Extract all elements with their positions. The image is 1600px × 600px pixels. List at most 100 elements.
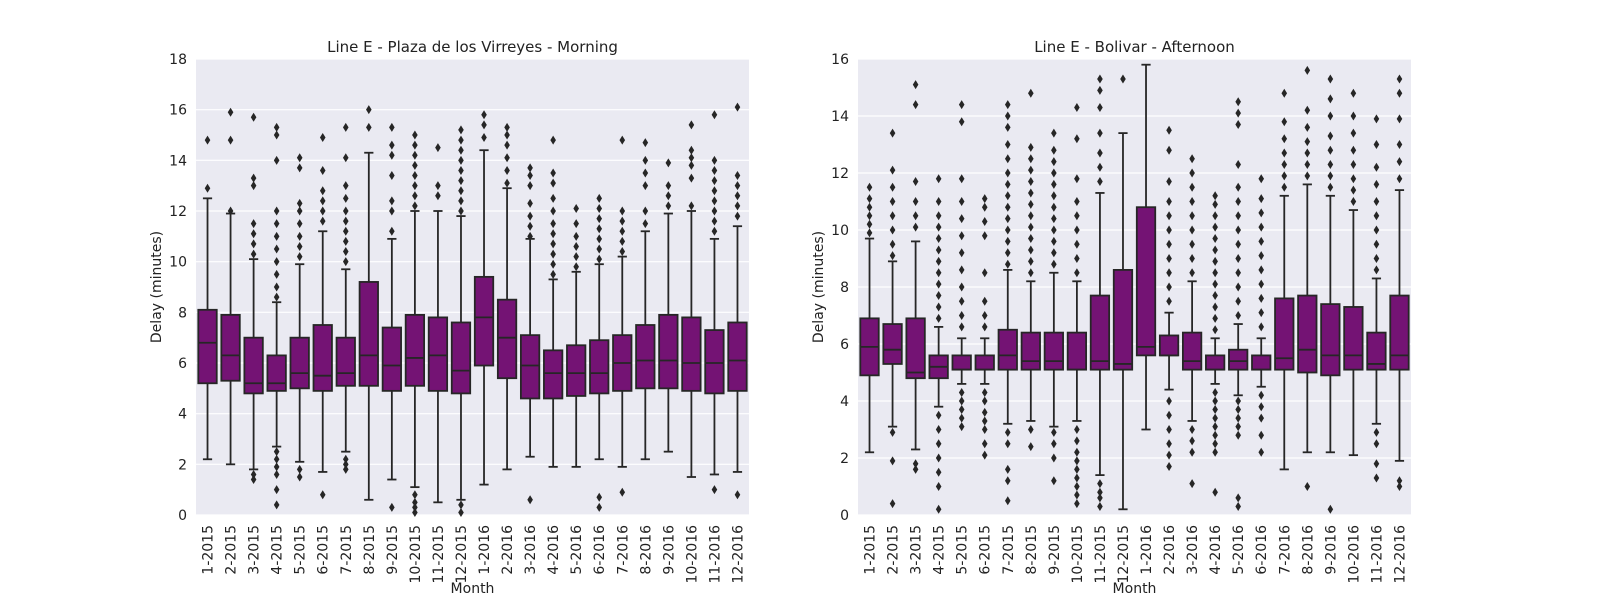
outlier-point <box>1166 225 1172 235</box>
outlier-point <box>1212 268 1218 278</box>
outlier-point <box>1235 501 1241 511</box>
chart-title: Line E - Bolivar - Afternoon <box>1034 38 1235 56</box>
outlier-point <box>1258 236 1265 246</box>
iqr-box <box>1089 294 1111 371</box>
iqr-box <box>1274 297 1295 371</box>
outlier-point <box>296 464 303 474</box>
outlier-point <box>1028 425 1034 434</box>
outlier-point <box>412 150 418 160</box>
x-tick-label: 10-2015 <box>408 525 424 584</box>
outlier-point <box>1074 197 1080 206</box>
outlier-point <box>204 183 211 193</box>
outlier-point <box>958 265 965 275</box>
outlier-point <box>1350 159 1357 169</box>
outlier-point <box>504 153 510 163</box>
outlier-point <box>273 292 280 302</box>
outlier-point <box>619 135 626 145</box>
outlier-point <box>1028 245 1034 255</box>
y-tick-labels: 0 2 4 6 8 10 12 14 16 <box>831 52 849 524</box>
iqr-box <box>473 275 495 367</box>
iqr-box <box>220 313 241 382</box>
x-tick-label: 7-2015 <box>339 525 355 575</box>
outlier-point <box>412 191 418 201</box>
outlier-point <box>1004 439 1011 449</box>
y-tick-label: 4 <box>840 394 849 410</box>
outlier-point <box>711 226 718 236</box>
outlier-point <box>1235 120 1241 130</box>
outlier-point <box>250 219 257 229</box>
outlier-point <box>527 221 533 231</box>
outlier-point <box>1350 88 1357 98</box>
outlier-point <box>1074 436 1080 446</box>
box-9-2015 <box>381 122 402 512</box>
x-tick-label: 10-2016 <box>1346 525 1362 584</box>
outlier-point <box>866 194 873 204</box>
x-tick-label: 1-2016 <box>1139 525 1155 575</box>
y-tick-label: 2 <box>840 451 849 467</box>
outlier-point <box>866 202 873 212</box>
box-2-2015 <box>220 107 241 466</box>
outlier-point <box>981 439 988 449</box>
outlier-point <box>1258 293 1265 303</box>
outlier-point <box>1235 108 1241 118</box>
outlier-point <box>1004 427 1011 437</box>
outlier-point <box>1212 487 1218 497</box>
iqr-box <box>404 313 426 387</box>
outlier-point <box>1189 197 1195 206</box>
outlier-point <box>1004 225 1011 235</box>
outlier-point <box>550 239 556 249</box>
outlier-point <box>1212 199 1218 209</box>
outlier-point <box>1235 282 1241 292</box>
outlier-point <box>389 150 395 160</box>
outlier-point <box>596 203 603 213</box>
outlier-point <box>1166 239 1172 249</box>
outlier-point <box>1189 436 1195 446</box>
outlier-point <box>1373 459 1380 469</box>
outlier-point <box>573 252 579 262</box>
outlier-point <box>319 186 326 196</box>
outlier-point <box>412 502 418 512</box>
outlier-point <box>1004 191 1011 201</box>
iqr-box <box>1020 331 1041 371</box>
iqr-box <box>997 328 1018 371</box>
outlier-point <box>573 241 579 251</box>
outlier-point <box>296 163 303 173</box>
outlier-point <box>273 462 280 472</box>
outlier-point <box>1212 396 1218 406</box>
outlier-point <box>935 302 942 312</box>
outlier-point <box>1258 194 1265 204</box>
x-tick-label: 7-2015 <box>1001 525 1017 575</box>
outlier-point <box>958 296 965 306</box>
outlier-point <box>711 196 718 206</box>
outlier-point <box>1373 427 1380 437</box>
outlier-point <box>1258 413 1265 423</box>
outlier-point <box>619 247 626 257</box>
outlier-point <box>296 198 303 208</box>
x-tick-labels: 1-2015 2-2015 3-2015 4-2015 5-2015 6-2015 7-20… <box>201 525 747 584</box>
outlier-point <box>1166 211 1172 221</box>
box-6-2015 <box>312 133 333 500</box>
box-8-2015 <box>358 105 379 501</box>
y-tick-label: 12 <box>831 166 849 182</box>
outlier-point <box>711 485 718 495</box>
iqr-box <box>266 354 287 392</box>
box-10-2016 <box>681 120 702 478</box>
box-plots <box>859 63 1410 514</box>
outlier-point <box>1304 148 1311 158</box>
outlier-point <box>273 282 280 292</box>
x-tick-label: 5-2016 <box>569 525 585 575</box>
outlier-point <box>935 245 942 255</box>
outlier-point <box>1074 490 1080 500</box>
outlier-point <box>412 490 418 500</box>
outlier-point <box>227 107 234 117</box>
x-tick-label: 6-2015 <box>978 525 994 575</box>
outlier-point <box>889 197 896 206</box>
outlier-point <box>1235 422 1241 432</box>
iqr-box <box>450 321 472 395</box>
outlier-point <box>1396 482 1403 491</box>
outlier-point <box>550 259 556 269</box>
outlier-point <box>412 140 418 150</box>
outlier-point <box>1373 114 1380 124</box>
outlier-point <box>912 177 919 187</box>
outlier-point <box>1212 325 1218 335</box>
